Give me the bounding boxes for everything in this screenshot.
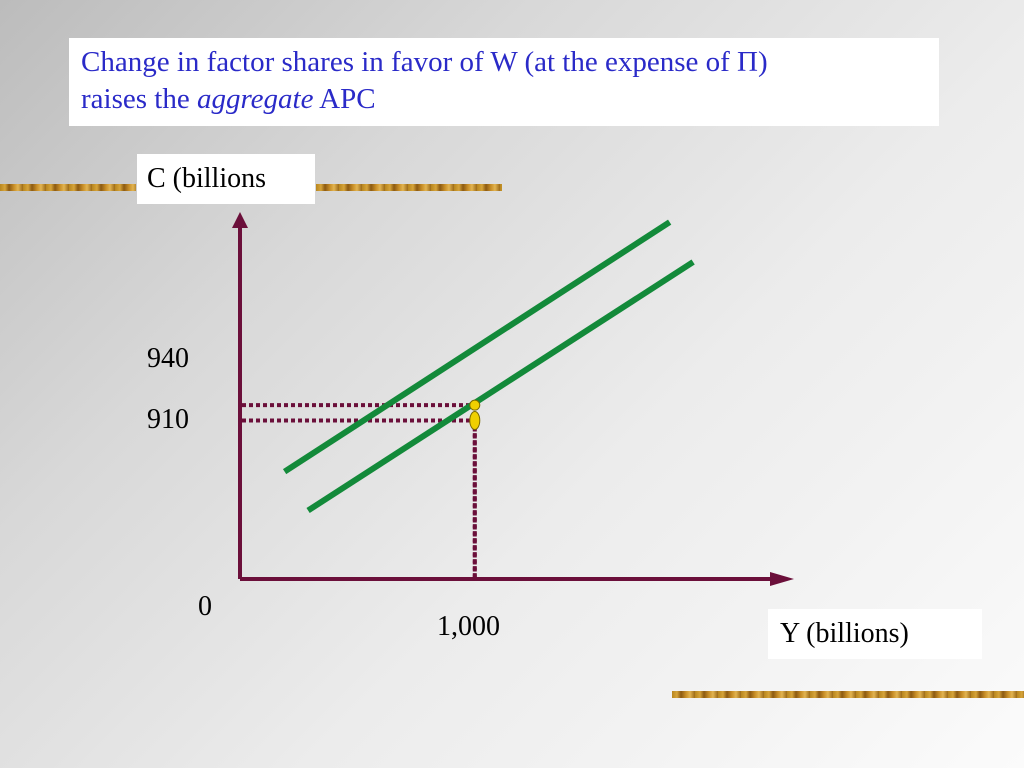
x-tick-label-1000: 1,000 bbox=[437, 611, 500, 642]
y-axis-arrow-icon bbox=[232, 212, 248, 228]
consumption-line-2 bbox=[306, 259, 695, 514]
title-line-2: raises the aggregate APC bbox=[81, 81, 927, 118]
data-point-1 bbox=[469, 399, 481, 411]
decorative-bar-left-2 bbox=[316, 184, 502, 191]
title-line-2-emphasis: aggregate bbox=[196, 83, 314, 115]
x-axis-arrow-icon bbox=[770, 572, 794, 586]
decorative-bar-bottom bbox=[672, 691, 1024, 698]
slide-title: Change in factor shares in favor of W (a… bbox=[69, 38, 939, 126]
y-tick-label-910: 910 bbox=[147, 404, 189, 435]
consumption-line-1 bbox=[282, 219, 672, 475]
y-tick-label-940: 940 bbox=[147, 343, 189, 374]
title-line-1: Change in factor shares in favor of W (a… bbox=[81, 46, 768, 78]
decorative-bar-left-1 bbox=[0, 184, 136, 191]
title-line-2-suffix: APC bbox=[319, 83, 376, 115]
data-point-2 bbox=[469, 411, 481, 431]
title-line-2-prefix: raises the bbox=[81, 83, 190, 115]
x-origin-label: 0 bbox=[198, 591, 212, 622]
x-axis-label: Y (billions) bbox=[768, 609, 982, 659]
y-axis-label: C (billions bbox=[137, 154, 315, 204]
